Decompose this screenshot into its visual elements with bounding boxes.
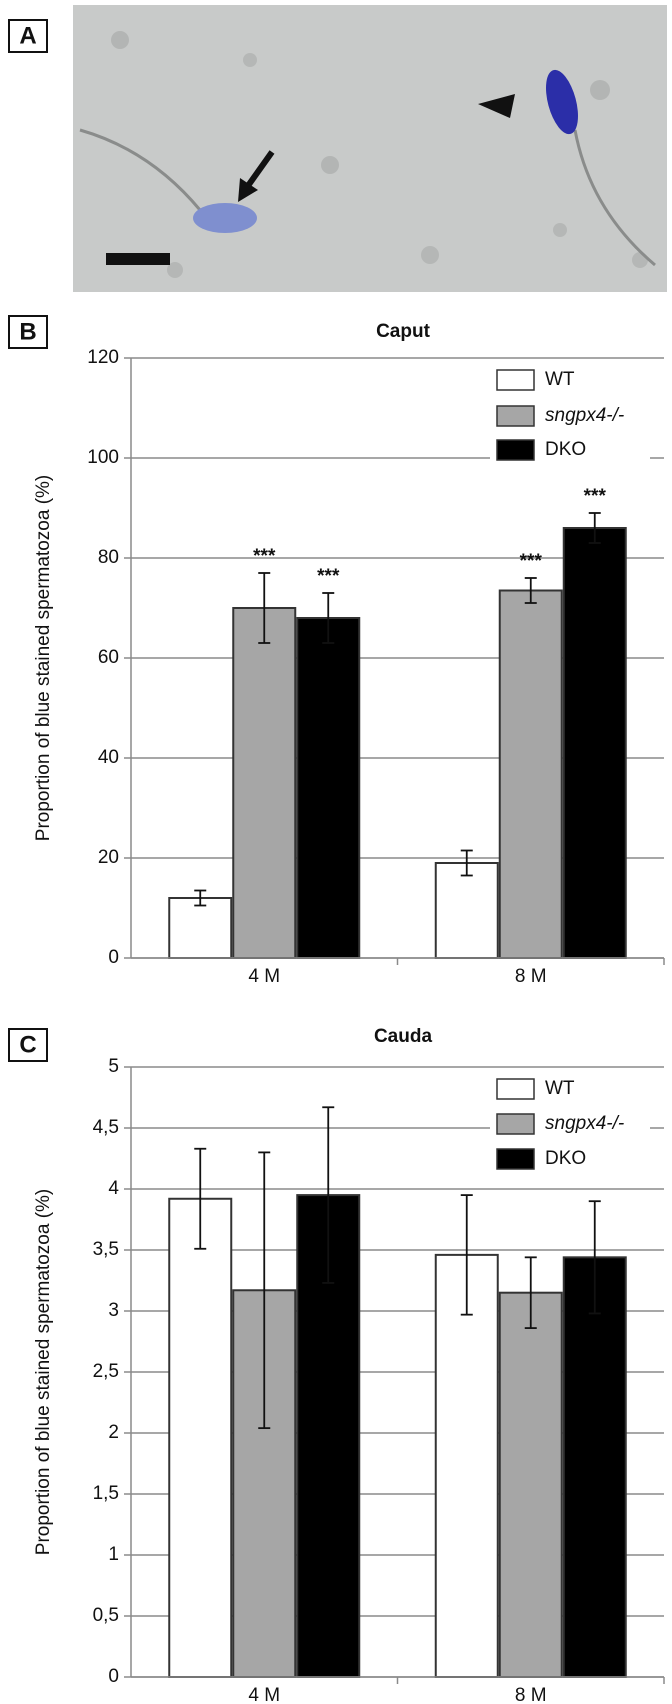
legend-label: sngpx4-/- xyxy=(545,1113,624,1134)
error-bar xyxy=(524,1256,537,1329)
y-tick-label: 120 xyxy=(87,347,119,368)
bar xyxy=(498,1291,563,1678)
legend-swatch xyxy=(496,1148,535,1170)
micrograph xyxy=(73,5,667,292)
bar xyxy=(434,1253,499,1678)
y-tick-label: 100 xyxy=(87,447,119,468)
y-tick-label: 3 xyxy=(108,1300,119,1321)
error-bar xyxy=(194,889,207,907)
legend-swatch xyxy=(496,369,535,391)
legend-swatch xyxy=(496,1113,535,1135)
legend-swatch xyxy=(496,439,535,461)
error-bar xyxy=(460,849,473,877)
legend-label: WT xyxy=(545,1078,575,1099)
error-bar xyxy=(194,1147,207,1250)
y-tick-label: 2 xyxy=(108,1422,119,1443)
error-bar xyxy=(258,1151,271,1430)
error-bar xyxy=(258,572,271,644)
error-bar xyxy=(460,1194,473,1316)
bar xyxy=(168,897,233,959)
x-tick-label: 8 M xyxy=(515,966,547,987)
legend-label: DKO xyxy=(545,1148,586,1169)
y-tick-label: 60 xyxy=(98,647,119,668)
x-tick-label: 4 M xyxy=(248,966,280,987)
bar xyxy=(168,1197,233,1678)
chart-title: Caput xyxy=(376,321,431,342)
legend-label: DKO xyxy=(545,439,586,460)
bar xyxy=(434,862,499,959)
y-tick-label: 0 xyxy=(108,1666,119,1687)
y-tick-label: 5 xyxy=(108,1056,119,1077)
y-tick-label: 4 xyxy=(108,1178,119,1199)
legend-label: sngpx4-/- xyxy=(545,405,624,426)
bar xyxy=(562,1256,627,1678)
y-tick-label: 3,5 xyxy=(93,1239,119,1260)
chart-title: Cauda xyxy=(374,1026,433,1047)
error-bar xyxy=(322,592,335,644)
x-tick-label: 8 M xyxy=(515,1685,547,1704)
panel-label: C xyxy=(19,1031,36,1058)
y-tick-label: 80 xyxy=(98,547,119,568)
y-tick-label: 40 xyxy=(98,747,119,768)
significance: *** xyxy=(253,546,276,567)
y-tick-label: 4,5 xyxy=(93,1117,119,1138)
panel-label-box xyxy=(8,19,48,53)
y-axis-label: Proportion of blue stained spermatozoa (… xyxy=(33,1189,54,1555)
error-bar xyxy=(524,577,537,604)
error-bar xyxy=(322,1106,335,1284)
y-tick-label: 20 xyxy=(98,847,119,868)
panel-label: A xyxy=(19,22,36,49)
significance: *** xyxy=(520,551,543,572)
legend-swatch xyxy=(496,405,535,427)
x-tick-label: 4 M xyxy=(248,1685,280,1704)
y-tick-label: 1,5 xyxy=(93,1483,119,1504)
legend-label: WT xyxy=(545,369,575,390)
significance: *** xyxy=(584,486,607,507)
y-tick-label: 0,5 xyxy=(93,1605,119,1626)
y-tick-label: 2,5 xyxy=(93,1361,119,1382)
bar xyxy=(498,589,563,959)
legend-swatch xyxy=(496,1078,535,1100)
panel-label-box xyxy=(8,315,48,349)
panel-label: B xyxy=(19,318,36,345)
error-bar xyxy=(588,1200,601,1315)
bar xyxy=(232,607,297,959)
y-tick-label: 1 xyxy=(108,1544,119,1565)
panel-label-box xyxy=(8,1028,48,1062)
bar xyxy=(296,617,361,959)
bar xyxy=(562,527,627,959)
significance: *** xyxy=(317,566,340,587)
y-tick-label: 0 xyxy=(108,947,119,968)
y-axis-label: Proportion of blue stained spermatozoa (… xyxy=(33,475,54,841)
error-bar xyxy=(588,512,601,544)
